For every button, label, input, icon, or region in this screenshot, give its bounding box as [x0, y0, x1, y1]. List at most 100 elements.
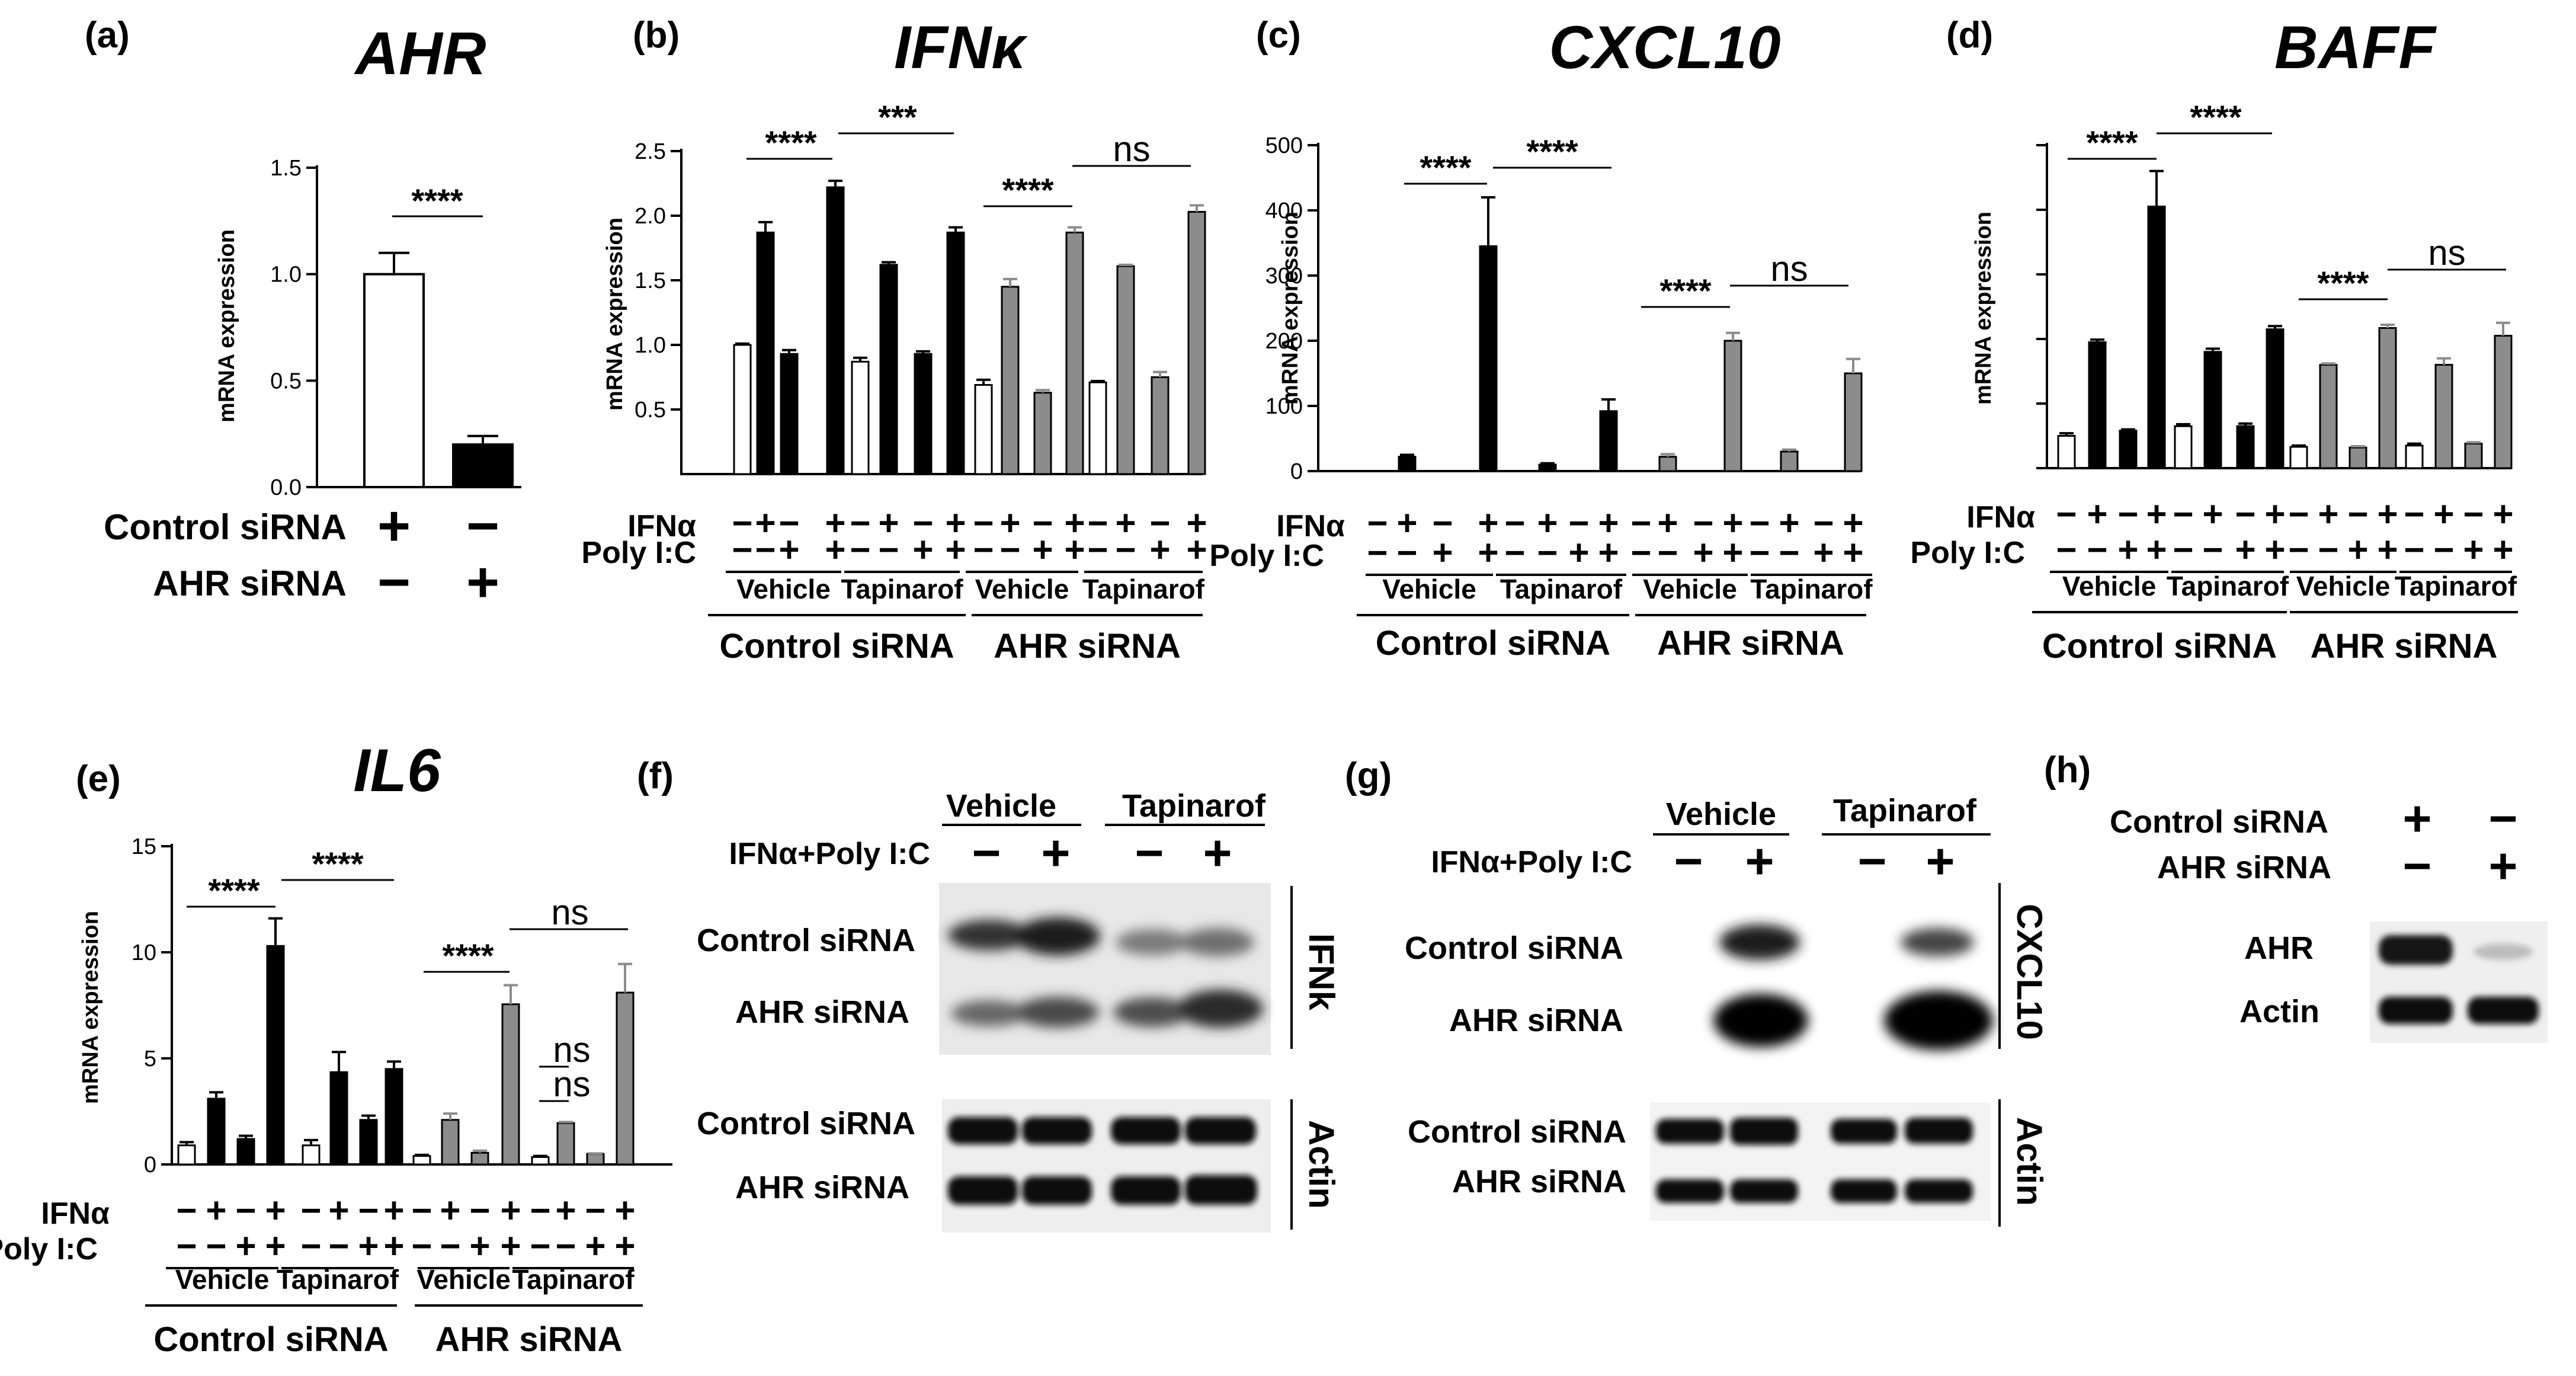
bar [236, 1138, 255, 1166]
polyic-sign: + [1693, 533, 1713, 572]
ifna-sign: + [440, 1191, 460, 1230]
polyic-sign: − [1367, 533, 1388, 572]
ifna-sign: − [1032, 503, 1053, 543]
condition-label: Control siRNA [2110, 804, 2328, 840]
polyic-sign: − [440, 1226, 460, 1266]
y-tick-label: 0.5 [635, 398, 666, 423]
ifna-sign: − [1087, 503, 1108, 543]
bar [733, 344, 752, 475]
stim-sign: + [1203, 825, 1232, 881]
ifna-label: IFNα [627, 509, 696, 543]
ifna-sign: − [2404, 494, 2424, 534]
polyic-sign: + [1598, 533, 1619, 572]
condition-sign: + [466, 551, 499, 614]
ifna-sign: + [755, 503, 776, 543]
bar [616, 991, 635, 1166]
bar [756, 231, 775, 475]
polyic-sign: − [411, 1226, 432, 1266]
bar [2494, 335, 2513, 469]
bar [586, 1153, 605, 1166]
bar [2434, 364, 2453, 469]
stim-sign: + [1041, 825, 1070, 881]
bar [2289, 446, 2308, 469]
polyic-sign: − [2288, 530, 2309, 569]
y-tick-label: 400 [1265, 199, 1303, 223]
polyic-sign: + [1568, 533, 1589, 572]
panel-letter: (h) [2044, 750, 2091, 791]
ifna-sign: + [825, 503, 845, 543]
polyic-label: Poly I:C [1209, 539, 1324, 573]
bar [385, 1068, 403, 1166]
loading-label: Actin [2010, 1117, 2049, 1206]
significance-label: **** [2086, 124, 2138, 161]
ifna-sign: − [973, 503, 994, 543]
ifna-sign: + [1843, 503, 1863, 543]
polyic-sign: + [1186, 530, 1207, 569]
ifna-sign: − [2347, 494, 2368, 534]
bar [501, 1003, 520, 1166]
ifna-label: IFNα [41, 1196, 110, 1231]
polyic-sign: + [2117, 530, 2138, 569]
ifna-sign: + [2202, 494, 2223, 534]
row-label: Control siRNA [1405, 930, 1623, 966]
ifna-sign: + [328, 1191, 349, 1230]
treatment-label: Tapinarof [1833, 793, 1977, 828]
polyic-sign: + [1843, 533, 1863, 572]
polyic-label: Poly I:C [0, 1232, 98, 1266]
bar [851, 360, 870, 475]
y-tick-label: 5 [144, 1047, 156, 1071]
ifna-sign: − [2117, 494, 2138, 534]
bar [452, 443, 514, 489]
group-label: Control siRNA [2042, 627, 2277, 665]
y-tick-label: 1.5 [635, 268, 666, 293]
panel-letter: (g) [1345, 756, 1392, 796]
ifna-sign: − [358, 1191, 379, 1230]
polyic-sign: − [1537, 533, 1558, 572]
significance-label: **** [2190, 98, 2241, 136]
polyic-sign: + [945, 530, 966, 569]
bar [1187, 210, 1206, 475]
polyic-sign: − [1087, 530, 1108, 569]
ifna-sign: + [1722, 503, 1743, 543]
polyic-sign: + [469, 1226, 490, 1266]
polyic-sign: + [2492, 530, 2513, 569]
polyic-sign: − [300, 1226, 321, 1266]
condition-label: AHR siRNA [153, 564, 347, 603]
ifna-sign: − [530, 1191, 550, 1230]
ifna-sign: + [206, 1191, 226, 1230]
bar [1116, 265, 1135, 475]
stim-label: IFNα+Poly I:C [729, 837, 930, 871]
blot-panel-f: (f) Vehicle Tapinarof IFNα+Poly I:C − + … [637, 756, 1341, 1233]
polyic-sign: − [2056, 530, 2077, 569]
polyic-sign: + [2463, 530, 2484, 569]
row-label: AHR [2244, 930, 2314, 966]
bar [2405, 444, 2424, 469]
bar [1780, 450, 1799, 472]
bar [1844, 372, 1863, 472]
ifna-sign: − [912, 503, 933, 543]
treatment-label: Tapinarof [841, 574, 963, 604]
bar [2378, 327, 2397, 469]
panel-letter: (c) [1256, 15, 1301, 56]
significance-label: ns [553, 1030, 590, 1070]
y-tick-label: 0.0 [270, 475, 302, 500]
ifna-sign: − [2288, 494, 2309, 534]
polyic-sign: + [1032, 530, 1053, 569]
chart-title: CXCL10 [1549, 14, 1780, 81]
polyic-sign: − [999, 530, 1020, 569]
significance-label: **** [1526, 133, 1578, 170]
treatment-label: Vehicle [736, 574, 831, 604]
y-tick-label: 500 [1265, 133, 1303, 158]
significance-label: **** [442, 937, 494, 974]
polyic-sign: − [850, 530, 870, 569]
polyic-label: Poly I:C [1910, 536, 2025, 570]
treatment-label: Tapinarof [1750, 574, 1873, 604]
polyic-sign: − [1779, 533, 1799, 572]
polyic-sign: − [2404, 530, 2424, 569]
loading-label: Actin [1302, 1120, 1341, 1209]
blot-bands [1713, 924, 1993, 1050]
ifna-sign: + [2318, 494, 2338, 534]
bar [470, 1151, 489, 1166]
ifna-sign: + [265, 1191, 286, 1230]
